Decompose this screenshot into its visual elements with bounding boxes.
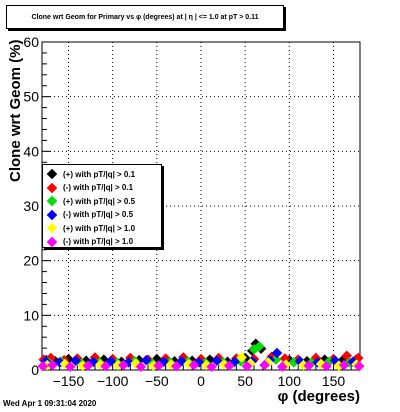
y-tick-label: 40 (23, 143, 39, 159)
legend-marker-icon (46, 209, 58, 220)
data-point (236, 352, 247, 363)
x-tick-label: 0 (197, 373, 205, 389)
data-point (100, 360, 111, 372)
data-point (117, 359, 129, 371)
data-point (82, 360, 94, 371)
legend-marker-icon (46, 222, 58, 234)
data-point (353, 360, 365, 372)
data-point (223, 360, 235, 371)
legend-marker-icon (46, 182, 58, 193)
y-axis-label: Clone wrt Geom (%) (7, 39, 24, 182)
data-point (140, 354, 152, 366)
legend-entry: (+) with pT/|q| > 0.5 (46, 194, 136, 208)
data-point (338, 359, 350, 371)
chart-title-box: Clone wrt Geom for Primary vs φ (degrees… (6, 5, 284, 29)
data-point (259, 359, 270, 371)
data-point (253, 341, 265, 352)
data-point (271, 347, 283, 359)
data-point (206, 361, 217, 373)
x-tick-label: 100 (278, 373, 302, 389)
data-point (321, 360, 332, 372)
x-tick-label: 50 (237, 373, 253, 389)
x-tick-label: −100 (97, 373, 129, 389)
y-tick-label: 30 (23, 198, 39, 214)
legend-marker-icon (46, 168, 58, 180)
legend-marker-icon (46, 236, 58, 247)
legend: (+) with pT/|q| > 0.1 (-) with pT/|q| > 0… (42, 164, 162, 248)
legend-label: (+) with pT/|q| > 1.0 (63, 223, 136, 233)
x-tick-label: −50 (145, 373, 169, 389)
y-tick-label: 50 (23, 89, 39, 105)
legend-entry: (-) with pT/|q| > 0.5 (46, 208, 134, 222)
legend-label: (+) with pT/|q| > 0.1 (63, 169, 136, 179)
y-tick-label: 0 (31, 362, 39, 378)
data-point (303, 360, 315, 371)
legend-entry: (+) with pT/|q| > 0.1 (46, 167, 136, 181)
data-point (153, 360, 164, 371)
legend-entry: (+) with pT/|q| > 1.0 (46, 221, 136, 235)
data-point (188, 359, 200, 371)
data-point (241, 360, 253, 372)
data-point (70, 355, 81, 367)
data-point (47, 359, 58, 371)
data-point (170, 360, 182, 372)
x-axis-label: φ (degrees) (277, 388, 360, 405)
x-tick-label: −150 (53, 373, 85, 389)
data-point (64, 361, 76, 373)
legend-label: (-) with pT/|q| > 0.5 (63, 210, 134, 219)
data-point (37, 360, 49, 372)
y-tick-label: 10 (23, 307, 39, 323)
chart-title: Clone wrt Geom for Primary vs φ (degrees… (31, 13, 259, 21)
datestamp: Wed Apr 1 09:31:04 2020 (3, 399, 97, 408)
data-point (135, 361, 147, 373)
legend-label: (+) with pT/|q| > 0.5 (63, 196, 136, 206)
legend-label: (-) with pT/|q| > 1.0 (63, 237, 134, 246)
legend-marker-icon (46, 195, 58, 207)
y-tick-label: 20 (23, 253, 39, 269)
data-point (276, 361, 288, 373)
legend-entry: (-) with pT/|q| > 1.0 (46, 235, 134, 249)
data-point (211, 355, 223, 367)
legend-label: (-) with pT/|q| > 0.1 (63, 183, 134, 192)
y-tick-label: 60 (23, 34, 39, 50)
x-tick-label: 150 (322, 373, 346, 389)
legend-entry: (-) with pT/|q| > 0.1 (46, 181, 134, 195)
